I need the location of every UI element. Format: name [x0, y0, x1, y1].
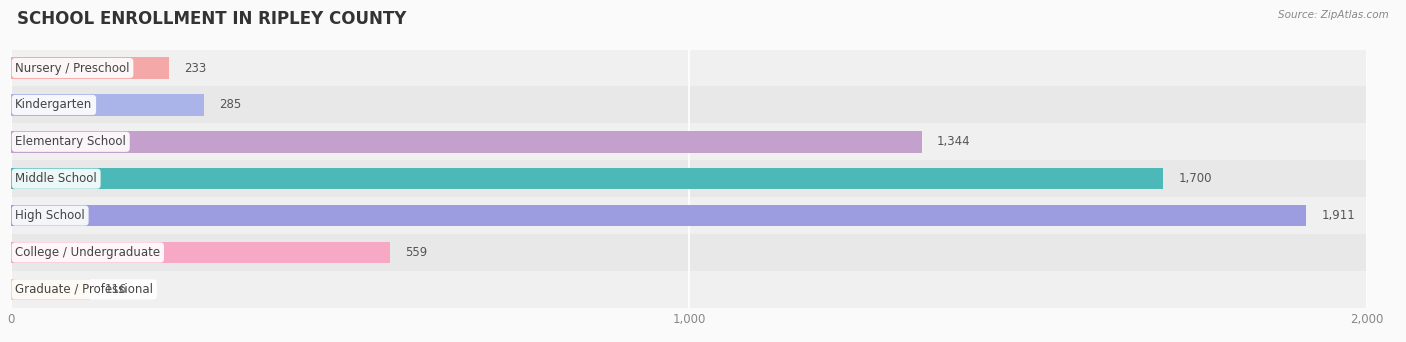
Bar [11, 57, 169, 79]
Bar [11, 271, 1367, 308]
Text: Middle School: Middle School [15, 172, 97, 185]
Text: High School: High School [15, 209, 86, 222]
Text: Source: ZipAtlas.com: Source: ZipAtlas.com [1278, 10, 1389, 20]
Bar [11, 168, 1163, 189]
Bar [11, 131, 922, 153]
Text: College / Undergraduate: College / Undergraduate [15, 246, 160, 259]
Bar [11, 50, 1367, 87]
Bar [11, 87, 1367, 123]
Text: 1,344: 1,344 [936, 135, 970, 148]
Text: 1,700: 1,700 [1178, 172, 1212, 185]
Text: Elementary School: Elementary School [15, 135, 127, 148]
Text: 1,911: 1,911 [1322, 209, 1355, 222]
Text: 233: 233 [184, 62, 207, 75]
Bar [11, 123, 1367, 160]
Text: Graduate / Professional: Graduate / Professional [15, 283, 153, 296]
Text: SCHOOL ENROLLMENT IN RIPLEY COUNTY: SCHOOL ENROLLMENT IN RIPLEY COUNTY [17, 10, 406, 28]
Text: Kindergarten: Kindergarten [15, 98, 93, 111]
Text: 559: 559 [405, 246, 427, 259]
Bar [11, 94, 204, 116]
Bar [11, 205, 1306, 226]
Bar [11, 242, 389, 263]
Bar [11, 279, 90, 300]
Text: 116: 116 [105, 283, 128, 296]
Text: Nursery / Preschool: Nursery / Preschool [15, 62, 129, 75]
Text: 285: 285 [219, 98, 242, 111]
Bar [11, 234, 1367, 271]
Bar [11, 197, 1367, 234]
Bar [11, 160, 1367, 197]
